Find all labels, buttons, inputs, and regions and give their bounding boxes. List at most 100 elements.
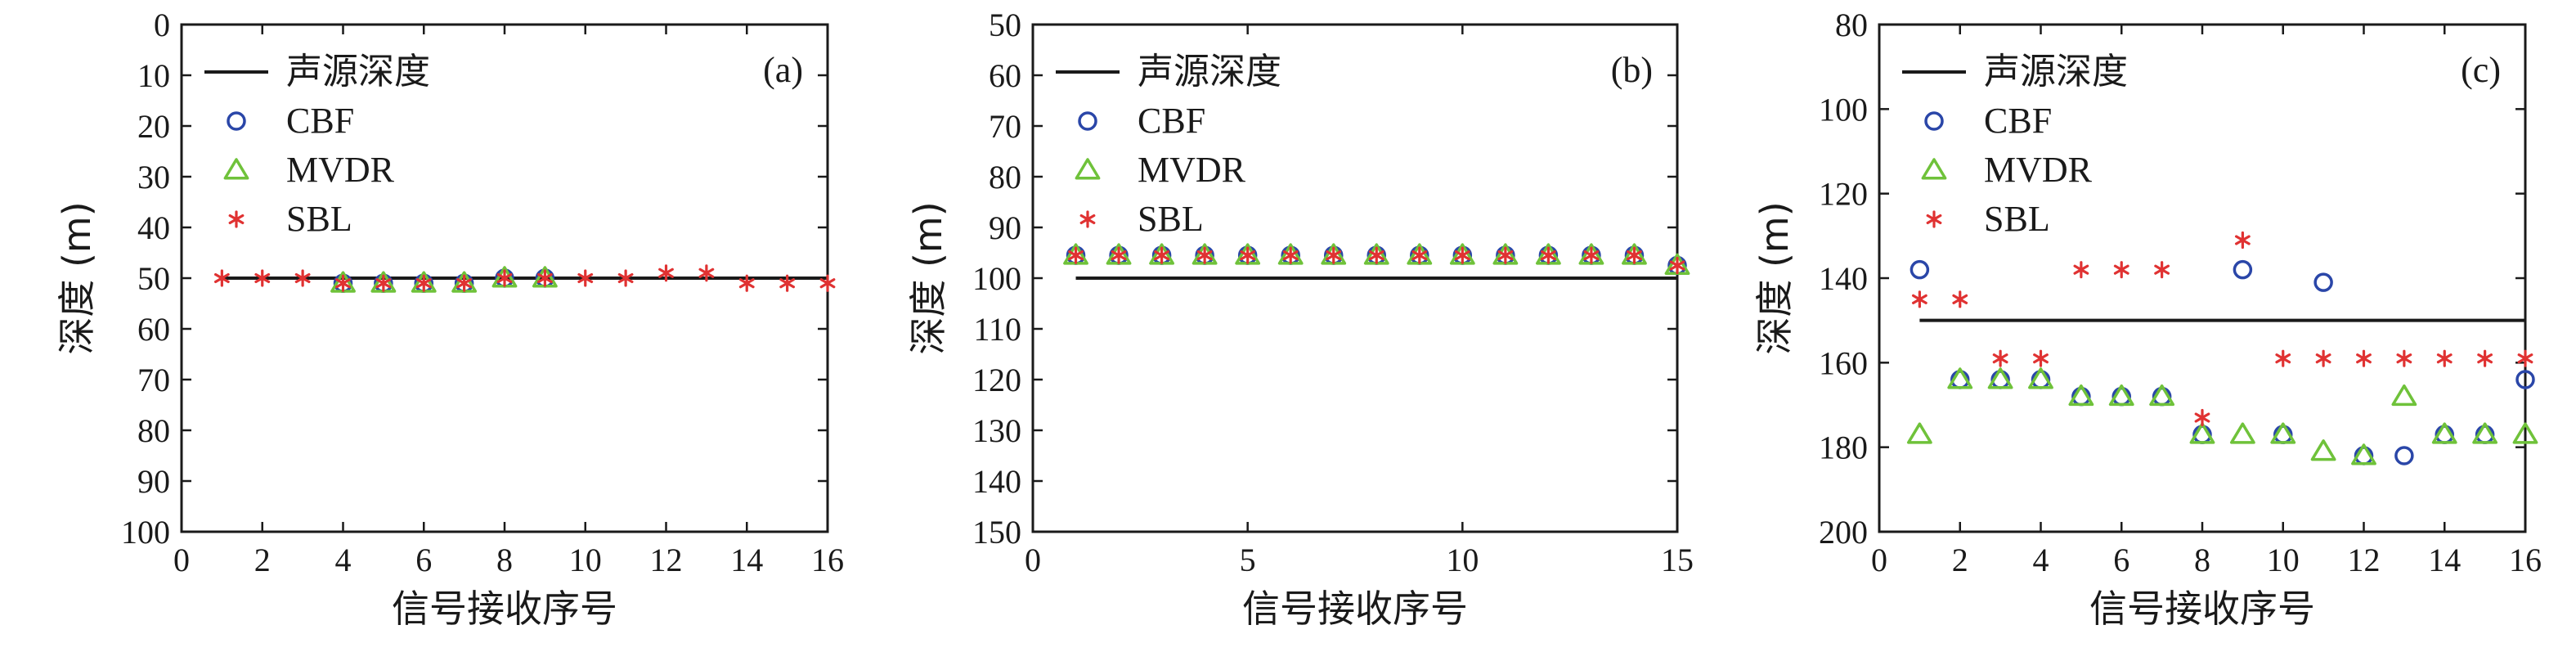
data-point-mvdr — [2149, 384, 2175, 407]
data-point-mvdr — [2351, 443, 2376, 465]
data-point-cbf — [1910, 259, 1930, 280]
data-point-mvdr — [2472, 422, 2498, 444]
data-point-mvdr — [2028, 367, 2053, 389]
legend: 声源深度 CBF MVDR SBL — [204, 51, 430, 239]
data-point-sbl — [1411, 246, 1428, 264]
data-point-sbl — [1111, 246, 1127, 264]
data-point-sbl — [1669, 256, 1685, 275]
y-tick-label: 80 — [989, 159, 1021, 196]
x-tick-label: 12 — [650, 542, 683, 578]
data-point-sbl — [456, 274, 473, 292]
data-point-sbl — [2033, 349, 2049, 367]
data-point-sbl — [2517, 349, 2533, 367]
data-point-mvdr — [1987, 367, 2013, 389]
series-cbf — [333, 268, 555, 293]
y-tick-label: 100 — [972, 260, 1021, 297]
data-point-sbl — [536, 269, 553, 287]
legend-marker-mvdr — [1075, 158, 1101, 180]
data-point-cbf — [2394, 446, 2414, 465]
data-point-mvdr — [1947, 367, 1973, 389]
data-point-sbl — [2436, 349, 2453, 367]
x-tick-label: 8 — [496, 542, 513, 578]
y-tick-label: 40 — [137, 209, 170, 246]
y-tick-label: 200 — [1819, 514, 1868, 551]
legend-label-source-depth: 声源深度 — [286, 51, 430, 92]
data-point-sbl — [1541, 246, 1556, 264]
data-point-sbl — [1068, 246, 1084, 264]
data-point-mvdr — [2391, 384, 2417, 407]
legend-label-sbl: SBL — [286, 199, 352, 239]
legend-marker-mvdr — [1921, 158, 1947, 180]
data-point-sbl — [658, 264, 674, 282]
y-tick-label: 80 — [137, 412, 170, 449]
legend-label-sbl: SBL — [1138, 199, 1204, 239]
x-tick-label: 16 — [811, 542, 844, 578]
legend: 声源深度 CBF MVDR SBL — [1056, 51, 1281, 239]
x-tick-label: 4 — [2033, 542, 2049, 578]
x-tick-label: 0 — [1025, 542, 1041, 578]
data-point-sbl — [1196, 246, 1213, 264]
data-point-mvdr — [2068, 384, 2094, 407]
x-tick-label: 14 — [2428, 542, 2461, 578]
y-tick-label: 50 — [989, 7, 1021, 43]
chart-panel-1: 0 2 4 6 8 10 12 14 16 0 10 20 30 40 50 60 70 80 90 100 信号接收序… — [55, 7, 844, 631]
panel-label: (c) — [2461, 50, 2501, 90]
x-tick-label: 10 — [2267, 542, 2300, 578]
y-tick-label: 160 — [1819, 344, 1868, 381]
x-tick-label: 10 — [1446, 542, 1479, 578]
data-point-sbl — [2356, 349, 2372, 367]
data-point-sbl — [254, 269, 271, 287]
data-point-sbl — [1952, 290, 1968, 308]
y-tick-label: 10 — [137, 57, 170, 94]
series-sbl — [1911, 231, 2533, 427]
series-sbl — [1068, 246, 1685, 275]
data-point-sbl — [1992, 349, 2008, 367]
data-point-cbf — [2233, 259, 2253, 280]
y-tick-label: 30 — [137, 159, 170, 196]
chart-panel-2: 0 5 10 15 50 60 70 80 90 100 110 120 130 140 150 信号接收序号… — [906, 7, 1694, 631]
y-tick-label: 50 — [137, 260, 170, 297]
y-tick-label: 110 — [973, 311, 1021, 348]
data-point-sbl — [1154, 246, 1169, 264]
data-point-sbl — [1583, 246, 1600, 264]
y-tick-label: 120 — [972, 362, 1021, 398]
y-axis-title: 深度 (m) — [55, 201, 99, 354]
data-point-mvdr — [1906, 422, 1932, 444]
x-tick-label: 12 — [2348, 542, 2381, 578]
y-tick-label: 120 — [1819, 176, 1868, 213]
series-sbl — [213, 264, 836, 292]
data-point-sbl — [819, 274, 836, 292]
data-point-mvdr — [2108, 384, 2134, 407]
data-point-mvdr — [2310, 439, 2336, 461]
series-mvdr — [1906, 367, 2538, 465]
data-point-sbl — [2154, 261, 2170, 279]
x-axis-title: 信号接收序号 — [2089, 587, 2315, 631]
data-point-sbl — [213, 269, 230, 287]
data-point-cbf — [2313, 272, 2333, 292]
data-point-sbl — [1326, 246, 1342, 264]
x-tick-label: 0 — [1871, 542, 1887, 578]
data-point-mvdr — [2512, 422, 2538, 444]
x-tick-label: 6 — [2113, 542, 2129, 578]
legend-label-mvdr: MVDR — [1984, 150, 2093, 190]
x-tick-label: 6 — [415, 542, 432, 578]
y-tick-label: 100 — [121, 514, 170, 551]
legend-label-cbf: CBF — [286, 101, 354, 141]
data-point-sbl — [375, 274, 392, 292]
data-point-sbl — [1454, 246, 1470, 264]
data-point-sbl — [496, 269, 513, 287]
y-tick-label: 60 — [989, 57, 1021, 94]
legend-label-cbf: CBF — [1984, 101, 2052, 141]
y-tick-label: 150 — [972, 514, 1021, 551]
y-tick-label: 60 — [137, 311, 170, 348]
legend-marker-cbf — [227, 111, 246, 131]
data-point-sbl — [1627, 246, 1642, 264]
data-point-sbl — [2275, 349, 2291, 367]
panel-label: (b) — [1611, 50, 1653, 90]
data-point-sbl — [2315, 349, 2331, 367]
y-tick-label: 0 — [154, 7, 170, 43]
data-point-sbl — [1368, 246, 1384, 264]
x-tick-label: 15 — [1661, 542, 1694, 578]
legend-label-source-depth: 声源深度 — [1984, 51, 2128, 92]
x-tick-label: 8 — [2194, 542, 2210, 578]
